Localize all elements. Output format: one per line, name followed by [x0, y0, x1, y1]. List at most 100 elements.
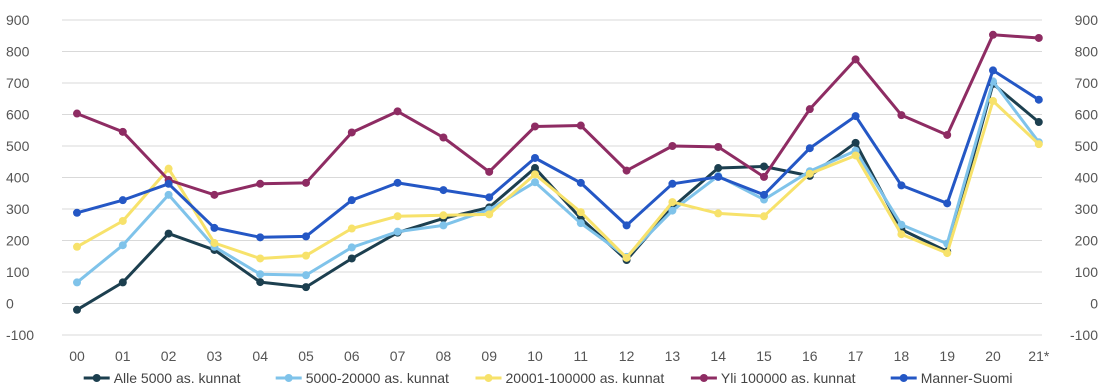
- legend-label: Yli 100000 as. kunnat: [721, 370, 856, 386]
- series-line: [75, 82, 1041, 312]
- data-point: [485, 210, 494, 219]
- data-point: [531, 122, 539, 131]
- x-tick-label: 08: [436, 348, 452, 364]
- series-line: [75, 68, 1041, 239]
- legend-swatch-marker: [284, 374, 293, 382]
- left-y-tick-label: 700: [6, 75, 30, 91]
- data-point: [393, 227, 402, 236]
- grid-lines: [62, 19, 1042, 336]
- x-tick-label: 12: [619, 348, 635, 364]
- data-point: [393, 178, 402, 187]
- x-tick-label: 18: [894, 348, 910, 364]
- data-point: [118, 127, 127, 136]
- right-y-tick-label: 300: [1075, 201, 1099, 217]
- data-point: [118, 216, 127, 225]
- data-point: [439, 211, 448, 220]
- data-point: [989, 66, 997, 75]
- data-point: [805, 169, 814, 178]
- data-point: [439, 133, 448, 142]
- legend-swatch-marker: [484, 374, 493, 382]
- data-point: [531, 178, 539, 187]
- left-y-tick-label: 900: [6, 12, 30, 28]
- data-point: [164, 190, 173, 199]
- data-point: [439, 221, 448, 230]
- data-point: [714, 172, 723, 181]
- left-y-tick-label: 200: [6, 233, 30, 249]
- data-point: [393, 212, 402, 221]
- left-y-tick-label: 500: [6, 138, 30, 154]
- legend-label: Manner-Suomi: [921, 370, 1013, 386]
- data-point: [714, 209, 723, 218]
- data-point: [256, 179, 265, 188]
- series-4: [73, 30, 1043, 199]
- data-point: [256, 254, 265, 263]
- legend-item: Manner-Suomi: [890, 370, 1013, 386]
- data-point: [531, 170, 539, 179]
- right-y-tick-label: 600: [1075, 107, 1099, 123]
- data-point: [851, 112, 860, 121]
- data-point: [347, 254, 356, 263]
- data-point: [622, 221, 631, 230]
- left-y-tick-label: 100: [6, 264, 30, 280]
- right-y-axis: -100 0 100 200 300 400 500 600 700 800 900: [1070, 12, 1098, 343]
- data-point: [668, 179, 677, 188]
- data-point: [531, 153, 539, 162]
- legend-label: 5000-20000 as. kunnat: [306, 370, 449, 386]
- data-point: [393, 107, 402, 116]
- x-tick-label: 01: [115, 348, 131, 364]
- left-y-tick-label: 600: [6, 107, 30, 123]
- x-tick-label: 00: [69, 348, 85, 364]
- legend-item: 5000-20000 as. kunnat: [275, 370, 449, 386]
- data-point: [302, 283, 310, 292]
- data-point: [668, 206, 677, 215]
- data-point: [256, 278, 265, 287]
- data-point: [622, 253, 631, 262]
- x-tick-label: 04: [252, 348, 268, 364]
- x-tick-label: 11: [574, 348, 589, 364]
- data-point: [485, 193, 494, 202]
- data-point: [73, 109, 81, 118]
- data-point: [897, 220, 906, 229]
- left-y-tick-label: 0: [6, 296, 14, 312]
- data-point: [347, 243, 356, 252]
- x-tick-label: 17: [848, 348, 864, 364]
- data-point: [851, 151, 860, 160]
- legend-item: Alle 5000 as. kunnat: [83, 370, 241, 386]
- legend-item: 20001-100000 as. kunnat: [475, 370, 665, 386]
- data-point: [897, 181, 906, 190]
- data-point: [347, 196, 356, 205]
- data-point: [576, 178, 585, 187]
- data-point: [760, 162, 768, 171]
- x-tick-label: 13: [665, 348, 681, 364]
- data-point: [668, 142, 677, 150]
- right-y-tick-label: 700: [1075, 75, 1099, 91]
- data-point: [576, 208, 585, 217]
- left-y-tick-label: 300: [6, 201, 30, 217]
- data-point: [1034, 33, 1043, 42]
- right-y-tick-label: 100: [1075, 264, 1099, 280]
- data-point: [943, 199, 952, 208]
- right-y-tick-label: 900: [1075, 12, 1099, 28]
- data-point: [302, 271, 310, 280]
- data-point: [118, 241, 127, 250]
- data-point: [1034, 118, 1043, 127]
- right-y-tick-label: 200: [1075, 233, 1099, 249]
- x-axis: 00 01 02 03 04 05 06 07 08 09 10 11 12 13 14 15 16 17 18 19…: [69, 348, 1050, 364]
- x-tick-label: 10: [527, 348, 543, 364]
- data-point: [73, 242, 81, 251]
- left-y-tick-label: 800: [6, 44, 30, 60]
- data-point: [256, 233, 265, 242]
- series-line: [75, 33, 1041, 197]
- data-point: [897, 111, 906, 120]
- legend-swatch-marker: [899, 374, 908, 382]
- data-point: [73, 305, 81, 314]
- data-point: [760, 172, 768, 181]
- legend-label: 20001-100000 as. kunnat: [506, 370, 665, 386]
- data-point: [805, 144, 814, 153]
- data-point: [118, 278, 127, 287]
- data-point: [760, 212, 768, 221]
- series-layer: [73, 30, 1043, 314]
- data-point: [73, 278, 81, 287]
- data-point: [439, 186, 448, 195]
- data-point: [347, 128, 356, 137]
